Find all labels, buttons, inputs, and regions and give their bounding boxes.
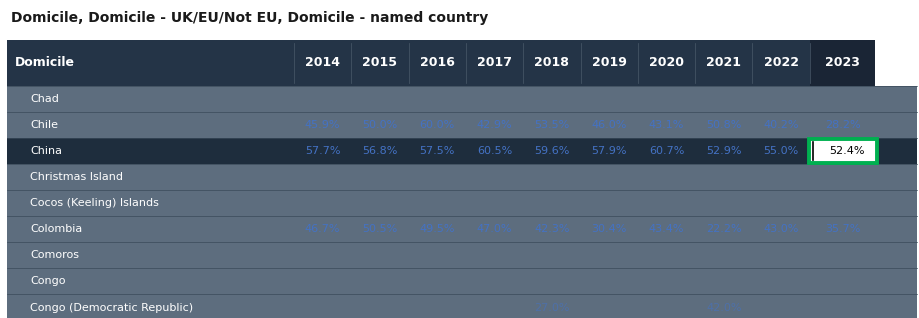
Text: Congo: Congo bbox=[30, 276, 66, 287]
Text: 50.0%: 50.0% bbox=[362, 120, 398, 130]
Text: 43.4%: 43.4% bbox=[649, 224, 685, 234]
Text: 27.0%: 27.0% bbox=[534, 302, 570, 313]
Text: 55.0%: 55.0% bbox=[764, 146, 799, 156]
Text: 57.9%: 57.9% bbox=[592, 146, 627, 156]
Bar bbox=[7, 242, 917, 268]
Text: 30.4%: 30.4% bbox=[592, 224, 627, 234]
Text: 2023: 2023 bbox=[825, 56, 860, 69]
Text: 2022: 2022 bbox=[764, 56, 799, 69]
Text: Cocos (Keeling) Islands: Cocos (Keeling) Islands bbox=[30, 198, 159, 208]
Text: Congo (Democratic Republic): Congo (Democratic Republic) bbox=[30, 302, 194, 313]
Text: Comoros: Comoros bbox=[30, 250, 79, 260]
Text: Colombia: Colombia bbox=[30, 224, 83, 234]
Text: 60.0%: 60.0% bbox=[420, 120, 455, 130]
Text: 22.2%: 22.2% bbox=[706, 224, 742, 234]
Text: Christmas Island: Christmas Island bbox=[30, 172, 123, 182]
Bar bbox=[7, 294, 917, 318]
Text: 52.4%: 52.4% bbox=[830, 146, 865, 156]
Text: 53.5%: 53.5% bbox=[534, 120, 570, 130]
Text: Chad: Chad bbox=[30, 94, 59, 104]
Bar bbox=[7, 40, 810, 86]
Text: 2020: 2020 bbox=[649, 56, 684, 69]
Bar bbox=[7, 268, 917, 294]
Bar bbox=[809, 139, 877, 163]
Bar bbox=[7, 86, 917, 112]
Text: 2019: 2019 bbox=[592, 56, 627, 69]
Text: 59.6%: 59.6% bbox=[534, 146, 570, 156]
Text: 57.5%: 57.5% bbox=[420, 146, 455, 156]
Bar bbox=[7, 216, 917, 242]
Text: 46.0%: 46.0% bbox=[592, 120, 627, 130]
Bar bbox=[7, 138, 917, 164]
Text: 2016: 2016 bbox=[420, 56, 455, 69]
Text: 50.5%: 50.5% bbox=[362, 224, 398, 234]
Text: 2015: 2015 bbox=[362, 56, 397, 69]
Text: 52.9%: 52.9% bbox=[706, 146, 742, 156]
Text: 47.0%: 47.0% bbox=[477, 224, 512, 234]
Text: 50.8%: 50.8% bbox=[706, 120, 742, 130]
Text: 42.0%: 42.0% bbox=[706, 302, 742, 313]
Text: 49.5%: 49.5% bbox=[419, 224, 455, 234]
Text: 43.0%: 43.0% bbox=[764, 224, 799, 234]
Bar bbox=[809, 139, 877, 163]
Text: 45.9%: 45.9% bbox=[305, 120, 340, 130]
Bar bbox=[7, 164, 917, 190]
Text: 43.1%: 43.1% bbox=[649, 120, 685, 130]
Text: Chile: Chile bbox=[30, 120, 58, 130]
Text: 2018: 2018 bbox=[535, 56, 569, 69]
Bar bbox=[7, 112, 917, 138]
Text: 42.9%: 42.9% bbox=[477, 120, 513, 130]
Text: 60.7%: 60.7% bbox=[649, 146, 685, 156]
Text: 46.7%: 46.7% bbox=[305, 224, 340, 234]
Text: Domicile: Domicile bbox=[15, 56, 74, 69]
Text: 56.8%: 56.8% bbox=[362, 146, 398, 156]
Text: 2014: 2014 bbox=[305, 56, 340, 69]
Text: Domicile, Domicile - UK/EU/Not EU, Domicile - named country: Domicile, Domicile - UK/EU/Not EU, Domic… bbox=[11, 11, 488, 25]
Text: 2017: 2017 bbox=[477, 56, 512, 69]
Text: 57.7%: 57.7% bbox=[305, 146, 340, 156]
Text: 35.7%: 35.7% bbox=[825, 224, 860, 234]
Bar bbox=[7, 190, 917, 216]
Text: China: China bbox=[30, 146, 62, 156]
Text: 2021: 2021 bbox=[707, 56, 742, 69]
Text: 52.4%: 52.4% bbox=[825, 146, 860, 156]
Text: 28.2%: 28.2% bbox=[824, 120, 860, 130]
Text: 40.2%: 40.2% bbox=[764, 120, 799, 130]
Bar bbox=[810, 40, 875, 86]
Text: 42.3%: 42.3% bbox=[534, 224, 570, 234]
Text: 60.5%: 60.5% bbox=[477, 146, 512, 156]
